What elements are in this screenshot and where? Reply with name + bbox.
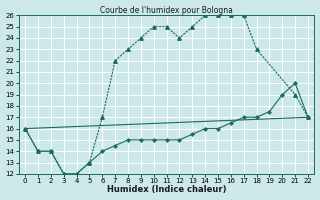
- X-axis label: Humidex (Indice chaleur): Humidex (Indice chaleur): [107, 185, 226, 194]
- Title: Courbe de l'humidex pour Bologna: Courbe de l'humidex pour Bologna: [100, 6, 233, 15]
